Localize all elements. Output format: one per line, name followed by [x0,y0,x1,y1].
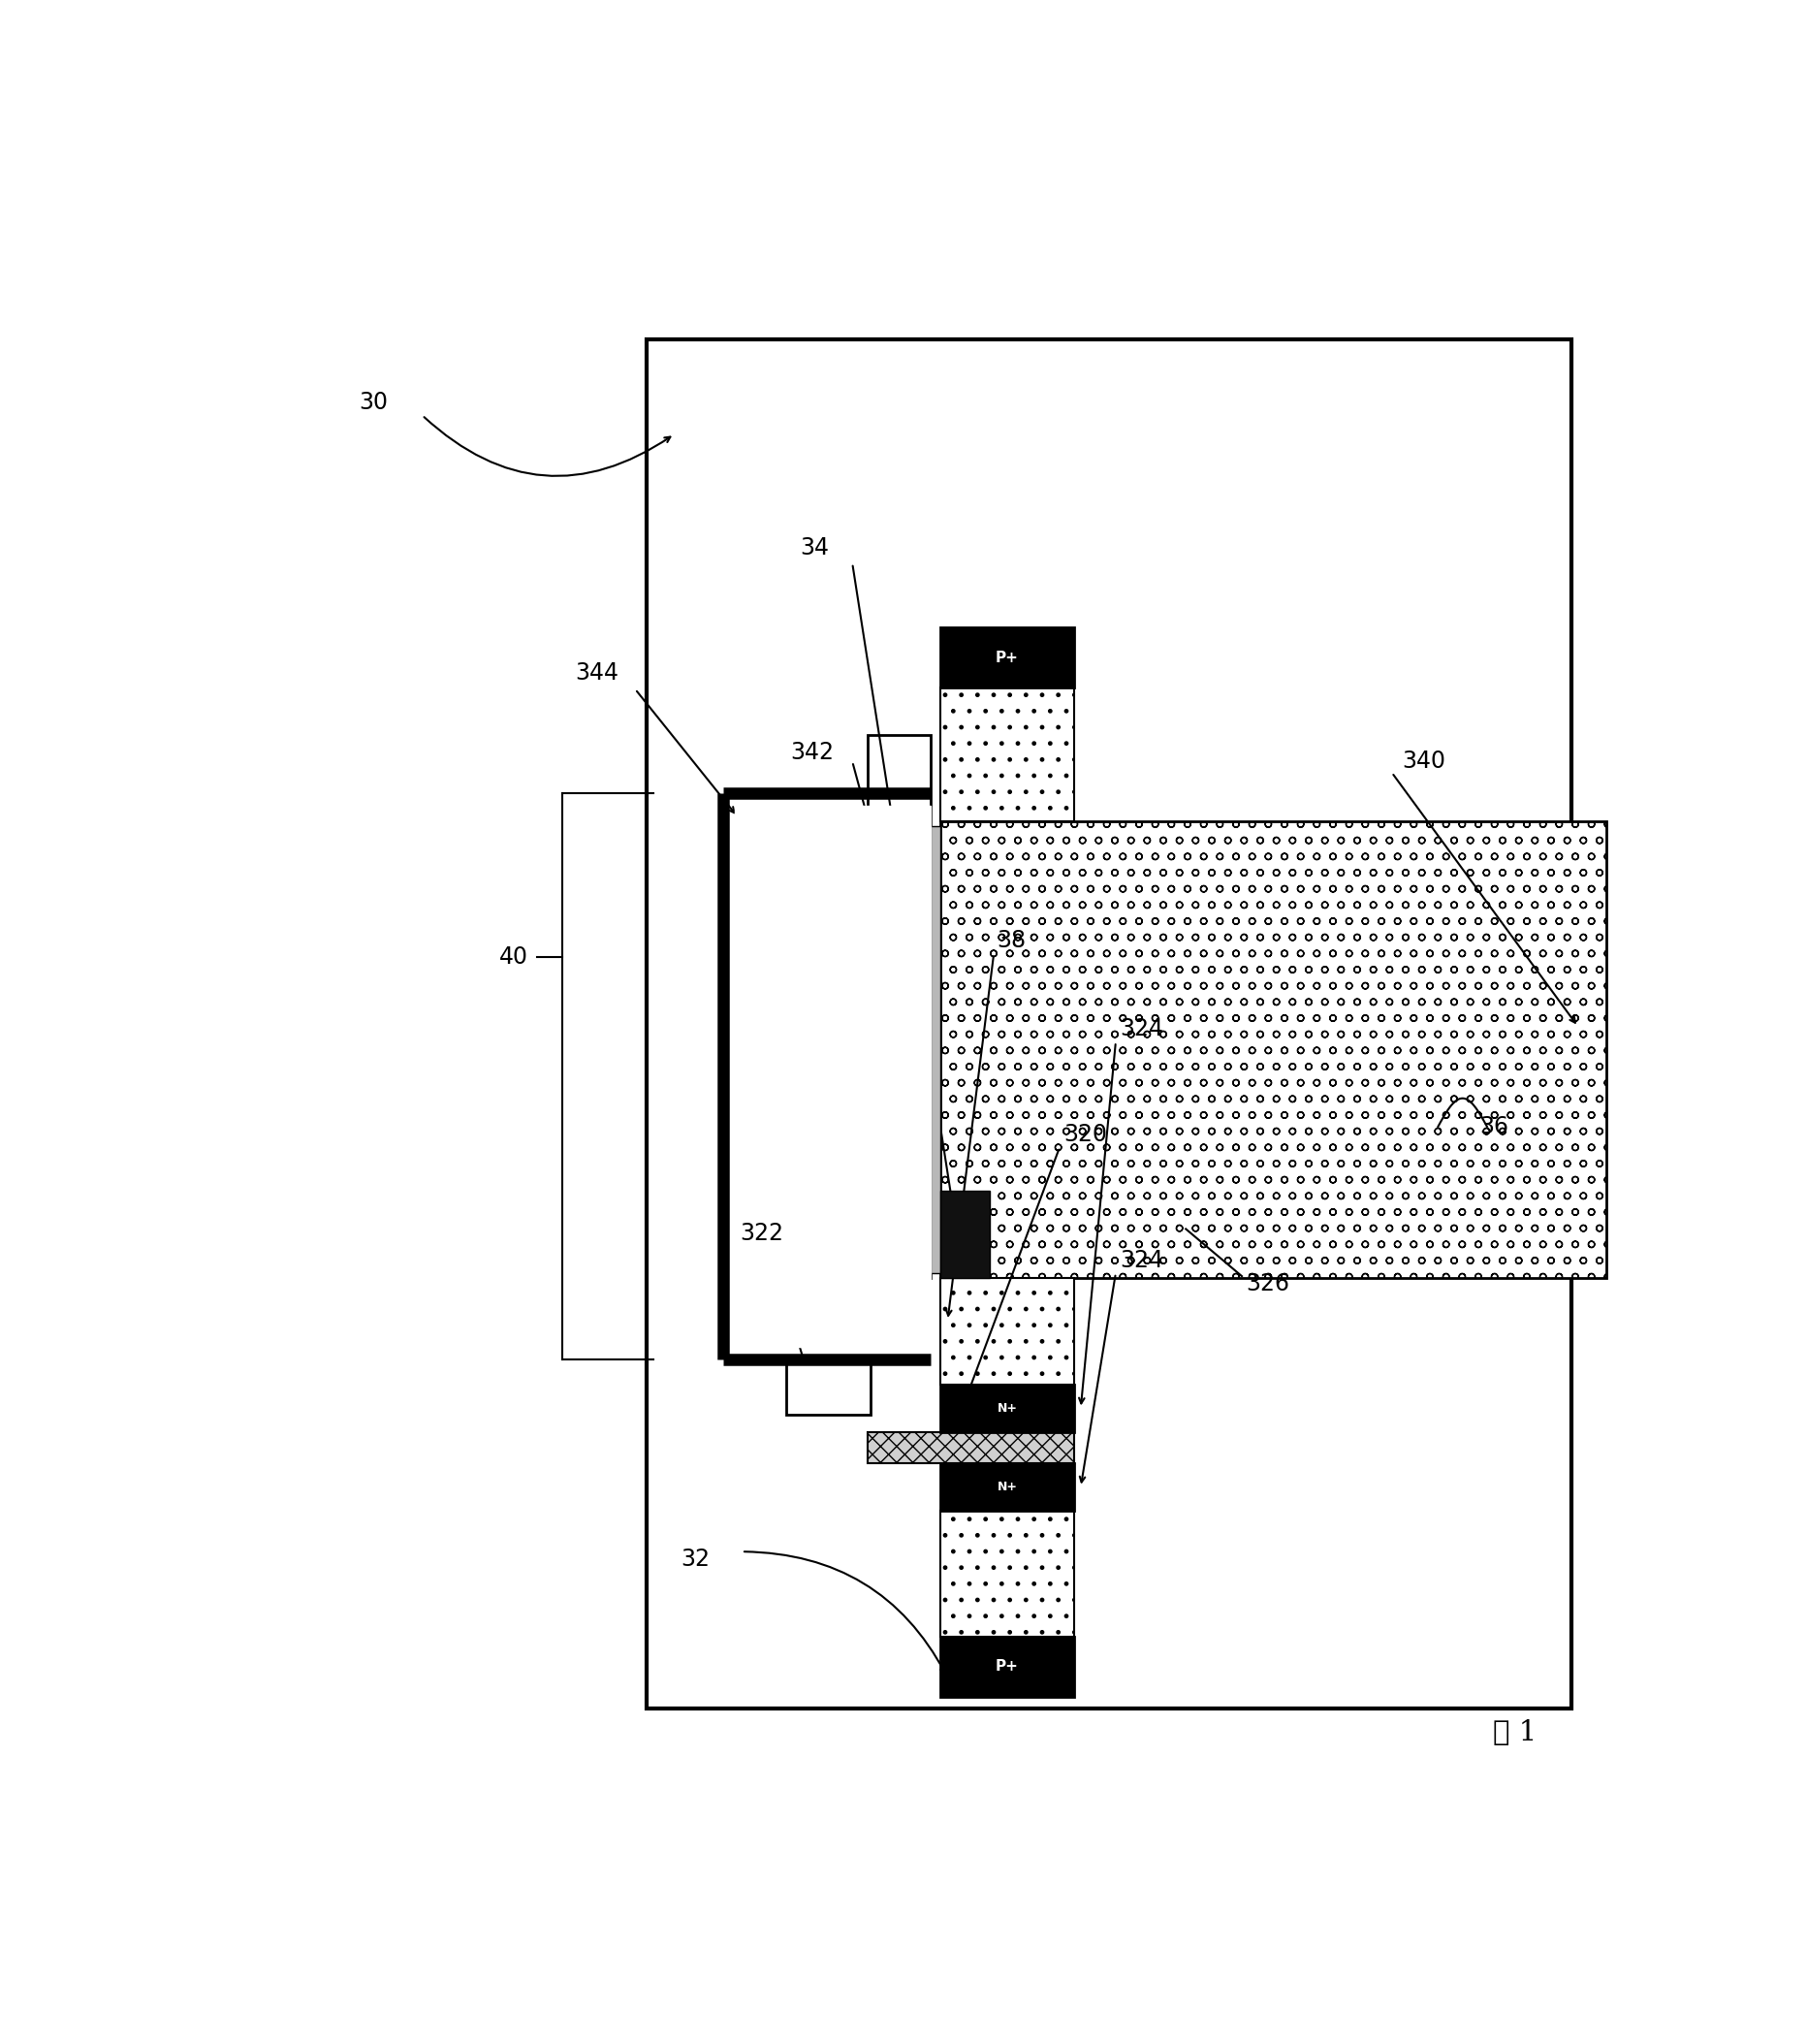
Bar [940,1384,1073,1433]
Bar [940,1278,1073,1384]
Bar [786,1359,871,1414]
Text: P+: P+ [996,650,1017,664]
Bar [940,1464,1073,1511]
Text: P+: P+ [996,1660,1017,1674]
Text: 344: 344 [575,662,618,685]
Text: 图 1: 图 1 [1493,1719,1536,1746]
Text: 320: 320 [1063,1122,1108,1147]
Bar [940,628,1073,687]
Bar [940,687,1073,822]
Text: 36: 36 [1478,1116,1507,1139]
Text: 38: 38 [996,930,1025,953]
Text: 326: 326 [1245,1273,1288,1296]
Bar [940,822,1605,1278]
Bar [931,826,940,1273]
Bar [940,1511,1073,1637]
Text: N+: N+ [996,1402,1017,1414]
Text: 324: 324 [1119,1249,1164,1271]
Bar [645,339,1570,1709]
Text: 40: 40 [499,944,528,969]
Polygon shape [734,805,931,1347]
Bar [867,734,931,1278]
Text: 322: 322 [739,1222,782,1245]
Bar [940,1192,988,1278]
Bar [940,1637,1073,1697]
Text: 324: 324 [1119,1018,1164,1040]
Text: 340: 340 [1402,750,1446,773]
Text: 342: 342 [790,740,833,764]
Text: N+: N+ [996,1480,1017,1494]
Text: 34: 34 [799,536,829,560]
Bar [867,1433,1073,1464]
Text: 32: 32 [681,1547,710,1572]
Text: 30: 30 [358,390,387,415]
